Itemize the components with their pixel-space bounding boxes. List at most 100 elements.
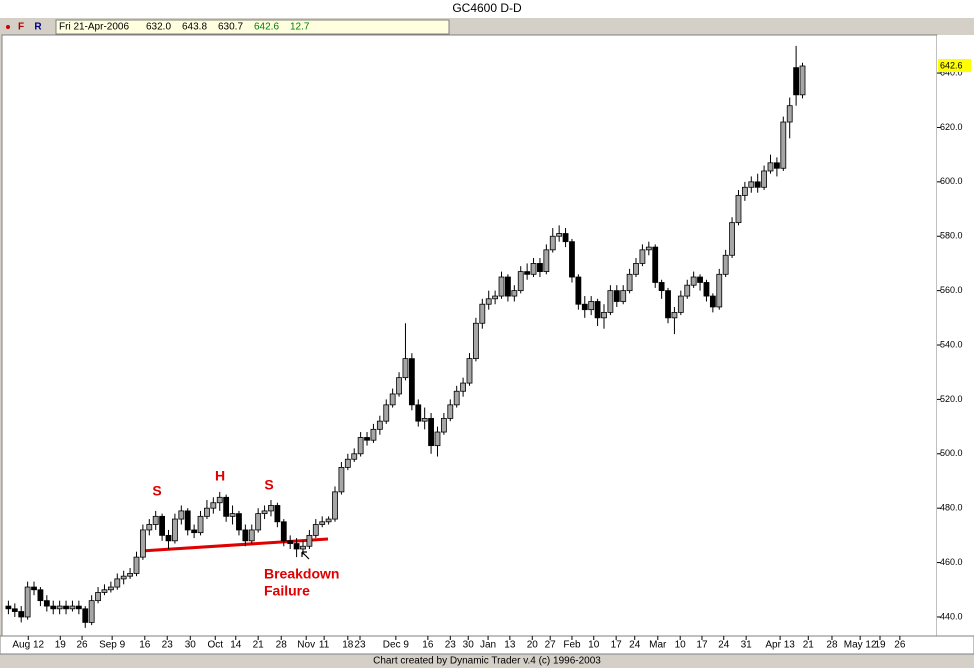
candle-body: [184, 510, 191, 531]
candle-body: [370, 428, 377, 441]
x-tick-label: 20: [527, 640, 539, 651]
last-price-box: [938, 59, 971, 73]
candle-body: [101, 589, 108, 593]
button-r[interactable]: R: [34, 22, 42, 33]
candle-body: [344, 458, 351, 468]
candle-body: [690, 276, 697, 286]
candle-body: [191, 529, 198, 534]
candle-body: [172, 518, 178, 542]
info-date: Fri 21-Apr-2006: [59, 22, 129, 33]
annotation: S: [152, 483, 161, 499]
x-tick-label: Feb: [563, 640, 581, 651]
candle-body: [620, 290, 627, 302]
x-tick-label: 26: [76, 640, 88, 651]
candle-body: [421, 418, 428, 422]
candle-body: [684, 284, 691, 297]
candle-body: [351, 453, 358, 460]
info-open: 632.0: [146, 22, 171, 33]
x-tick-label: 11: [319, 640, 330, 651]
candle-body: [31, 586, 37, 591]
x-tick-label: 10: [675, 640, 687, 651]
y-tick-label: 640.0: [940, 67, 963, 77]
candle-body: [18, 611, 25, 618]
candle-body: [645, 246, 652, 251]
x-tick-label: 31: [741, 640, 753, 651]
x-tick-label: 30: [463, 640, 475, 651]
candle-body: [665, 290, 671, 319]
candle-body: [633, 263, 639, 275]
candle-body: [537, 263, 543, 272]
candle-body: [268, 505, 274, 512]
candle-body: [43, 600, 50, 607]
candle-body: [216, 496, 223, 504]
candle-body: [5, 605, 12, 610]
x-tick-label: 27: [545, 640, 557, 651]
x-tick-label: 19: [55, 640, 67, 651]
y-tick-label: 600.0: [940, 176, 963, 186]
candle-body: [114, 578, 121, 588]
candle-body: [50, 605, 57, 610]
info-box: [55, 19, 450, 35]
x-tick-label: Sep 9: [99, 640, 126, 651]
candle-body: [242, 529, 249, 542]
candle-body: [338, 466, 345, 493]
candle-body: [82, 608, 89, 623]
candle-body: [716, 273, 723, 308]
candle-body: [748, 181, 755, 188]
title-bar: [0, 0, 974, 18]
x-tick-label: 28: [826, 640, 838, 651]
candle-body: [703, 282, 710, 297]
candle-body: [24, 586, 31, 618]
x-tick-label: 30: [185, 640, 197, 651]
candle-body: [389, 393, 396, 406]
x-tick-label: 24: [629, 640, 641, 651]
candle-body: [658, 282, 665, 292]
candle-body: [139, 529, 146, 558]
last-price-label: 642.6: [940, 60, 963, 70]
x-tick-label: 13: [504, 640, 516, 651]
x-tick-label: 21: [803, 640, 815, 651]
x-tick-label: 23: [445, 640, 457, 651]
candle-body: [408, 358, 415, 406]
candle-body: [204, 507, 210, 517]
candle-body: [556, 233, 563, 237]
candle-body: [671, 311, 678, 319]
x-tick-label: 14: [230, 640, 242, 651]
candle-body: [479, 303, 486, 324]
candle-body: [415, 404, 422, 422]
candle-body: [402, 358, 409, 379]
candle-body: [56, 605, 63, 610]
candle-body: [524, 271, 531, 275]
x-tick-label: Apr 13: [765, 640, 795, 651]
candle-body: [223, 496, 230, 517]
x-axis-area: [0, 635, 974, 655]
candle-body: [447, 404, 454, 419]
annotation: H: [215, 468, 225, 484]
candle-body: [562, 233, 569, 243]
candle-body: [69, 605, 76, 610]
y-tick-label: 500.0: [940, 448, 963, 458]
candle-body: [178, 510, 185, 520]
candle-body: [754, 181, 761, 188]
button-f[interactable]: F: [18, 22, 24, 33]
candle-body: [492, 295, 499, 300]
candle-body: [325, 518, 332, 523]
candle-body: [639, 249, 646, 264]
candle-body: [236, 513, 242, 531]
candle-body: [293, 543, 300, 550]
x-tick-label: Dec 9: [383, 640, 410, 651]
candle-body: [652, 246, 659, 283]
candle-body: [428, 418, 434, 447]
candle-body: [517, 271, 524, 292]
candle-body: [37, 589, 44, 602]
candle-body: [376, 420, 383, 430]
annotation: Breakdown: [264, 566, 339, 582]
candle-body: [601, 311, 607, 319]
candle-body: [511, 290, 518, 297]
y-tick-label: 580.0: [940, 231, 963, 241]
candle-body: [549, 235, 556, 251]
candle-body: [440, 418, 447, 433]
x-tick-label: Nov: [297, 640, 315, 651]
